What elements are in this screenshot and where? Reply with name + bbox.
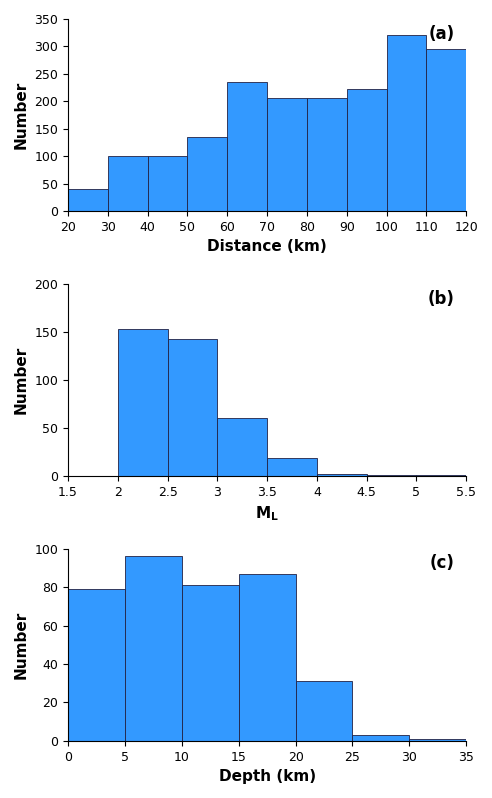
Bar [108,156,148,211]
Bar [217,418,267,476]
Bar [68,589,125,741]
Bar [267,98,307,211]
Bar [125,556,182,741]
Text: (c): (c) [430,555,454,572]
Bar [227,82,267,211]
Bar [118,329,168,476]
Bar [317,474,367,476]
Bar [68,189,108,211]
Bar [307,98,347,211]
X-axis label: Distance (km): Distance (km) [207,239,327,255]
Bar [409,739,466,741]
Bar [187,137,227,211]
Bar [352,735,409,741]
Bar [427,49,466,211]
Bar [296,681,352,741]
Y-axis label: Number: Number [14,81,29,149]
Text: (b): (b) [428,290,454,307]
X-axis label: M$_\mathregular{L}$: M$_\mathregular{L}$ [255,504,279,523]
Bar [267,458,317,476]
Bar [239,574,296,741]
Bar [182,585,239,741]
Bar [387,35,427,211]
Y-axis label: Number: Number [14,346,29,414]
Bar [347,89,387,211]
Y-axis label: Number: Number [14,610,29,679]
Text: (a): (a) [428,25,454,42]
Bar [416,475,466,476]
Bar [148,156,187,211]
Bar [367,475,416,476]
X-axis label: Depth (km): Depth (km) [218,769,316,784]
Bar [168,338,217,476]
